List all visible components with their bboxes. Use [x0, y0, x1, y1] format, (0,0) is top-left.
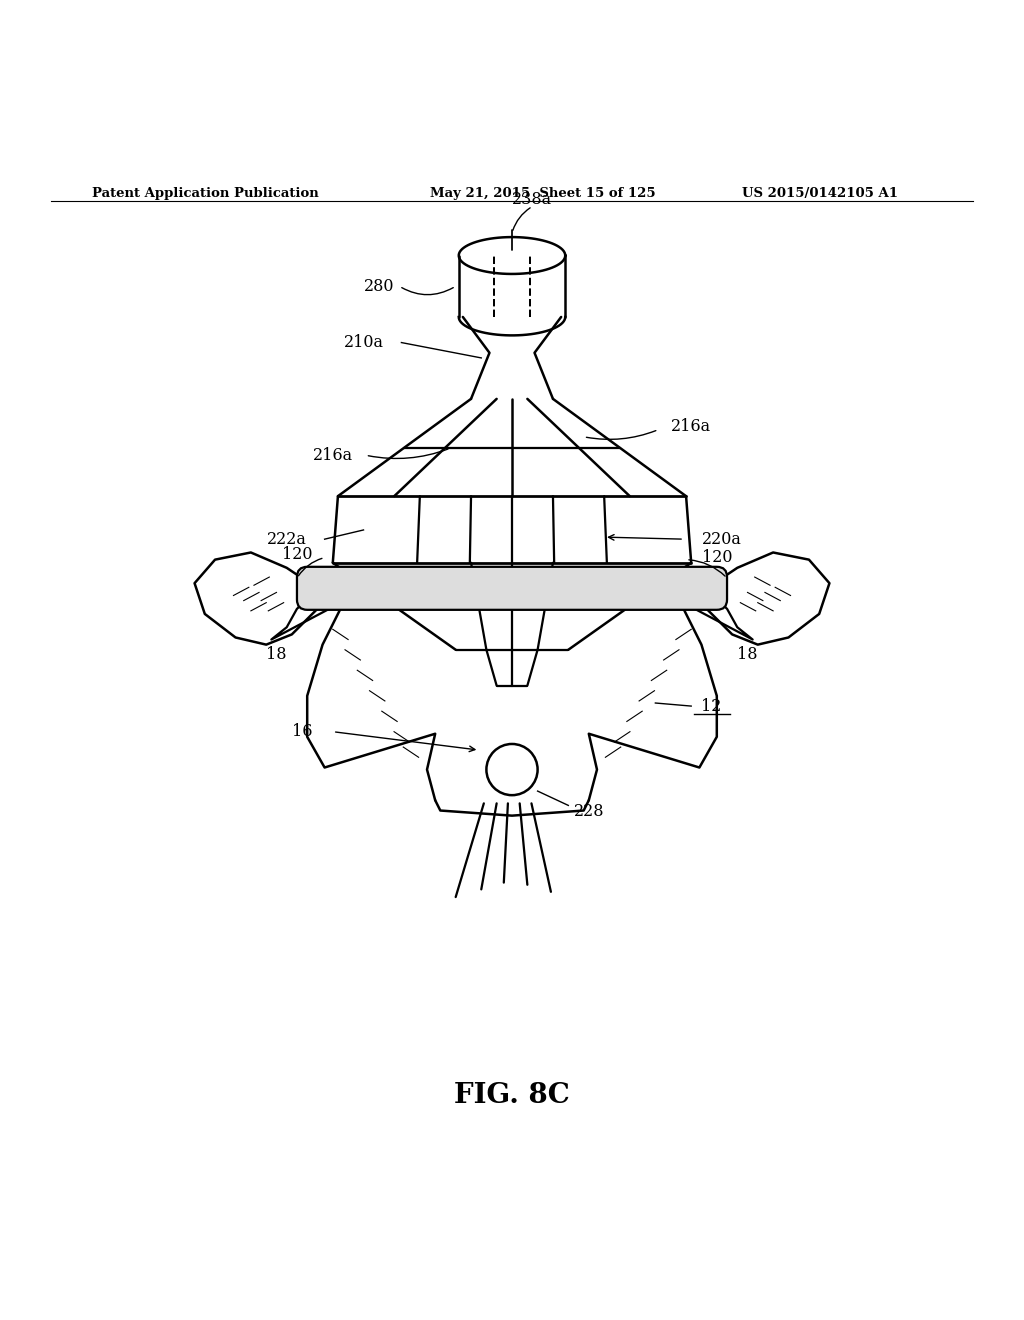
- Text: 220a: 220a: [702, 531, 741, 548]
- Text: 120: 120: [282, 546, 312, 564]
- Text: 18: 18: [266, 647, 287, 664]
- Text: 210a: 210a: [343, 334, 384, 351]
- Text: 216a: 216a: [312, 446, 353, 463]
- Text: 216a: 216a: [671, 418, 712, 436]
- Text: May 21, 2015  Sheet 15 of 125: May 21, 2015 Sheet 15 of 125: [430, 187, 655, 199]
- Text: 12: 12: [701, 697, 722, 714]
- Text: 16: 16: [292, 723, 312, 741]
- Text: 120: 120: [701, 549, 732, 566]
- Circle shape: [486, 744, 538, 795]
- Text: 228: 228: [573, 803, 604, 820]
- Text: 280: 280: [364, 277, 394, 294]
- Text: US 2015/0142105 A1: US 2015/0142105 A1: [742, 187, 898, 199]
- Text: Patent Application Publication: Patent Application Publication: [92, 187, 318, 199]
- Text: 18: 18: [737, 647, 758, 664]
- Text: 222a: 222a: [267, 531, 306, 548]
- FancyBboxPatch shape: [297, 566, 727, 610]
- Text: FIG. 8C: FIG. 8C: [454, 1081, 570, 1109]
- Text: 238a: 238a: [512, 190, 553, 207]
